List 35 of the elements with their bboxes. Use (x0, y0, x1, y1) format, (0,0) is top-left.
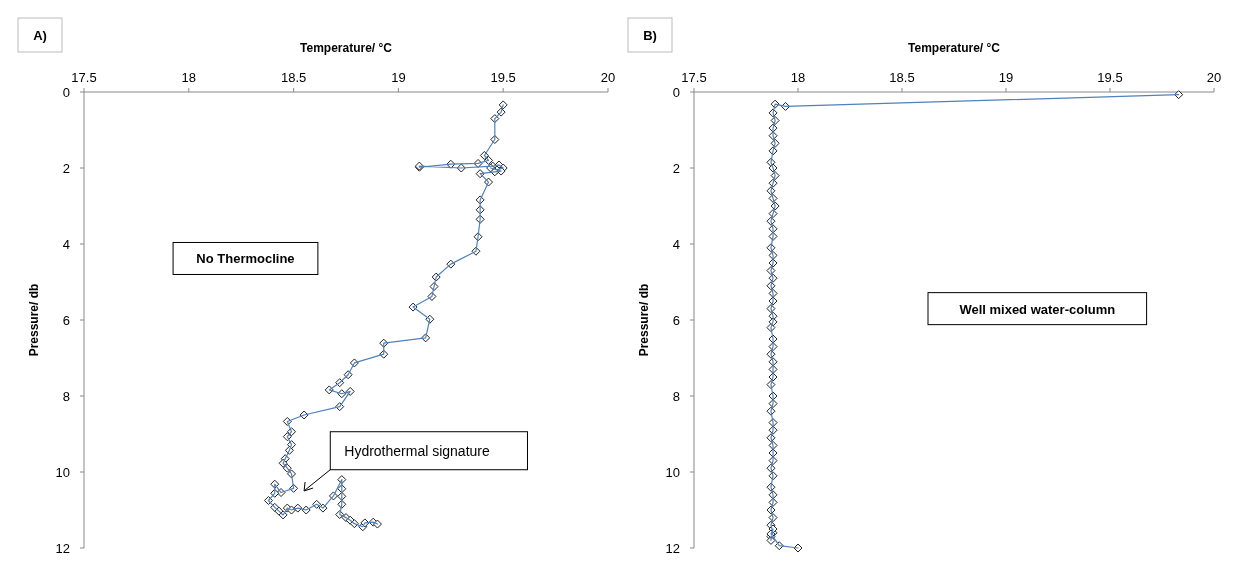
y-tick-label: 6 (672, 313, 680, 328)
y-tick-label: 4 (62, 237, 70, 252)
x-tick-label: 19.5 (1097, 70, 1123, 85)
x-tick-label: 20 (1206, 70, 1222, 85)
y-tick-label: 8 (672, 389, 680, 404)
x-axis-title: Temperature/ °C (300, 41, 393, 55)
y-axis-title: Pressure/ db (27, 283, 41, 357)
x-tick-label: 19 (391, 70, 406, 85)
y-tick-label: 0 (62, 85, 70, 100)
y-tick-label: 8 (62, 389, 70, 404)
y-tick-label: 4 (672, 237, 680, 252)
annotation: Well mixed water-column (959, 301, 1116, 317)
x-tick-label: 18.5 (280, 70, 307, 85)
y-tick-label: 10 (55, 465, 70, 480)
chart-title: B) (643, 28, 657, 43)
x-tick-label: 19.5 (490, 70, 516, 85)
x-tick-label: 17.5 (71, 70, 97, 85)
annotation: No Thermocline (196, 251, 295, 267)
y-axis-title: Pressure/ db (637, 283, 651, 357)
x-tick-label: 18 (181, 70, 197, 85)
x-tick-label: 20 (600, 70, 616, 85)
y-tick-label: 2 (62, 161, 70, 176)
chart-title: A) (33, 28, 47, 43)
y-tick-label: 12 (665, 541, 680, 556)
x-tick-label: 18.5 (889, 70, 915, 85)
annotation: Hydrothermal signature (344, 442, 490, 459)
y-tick-label: 6 (62, 313, 70, 328)
x-tick-label: 17.5 (681, 70, 707, 85)
y-tick-label: 2 (672, 161, 680, 176)
x-tick-label: 18 (790, 70, 806, 85)
x-tick-label: 19 (998, 70, 1014, 85)
y-tick-label: 12 (55, 541, 70, 556)
y-tick-label: 0 (672, 85, 680, 100)
y-tick-label: 10 (665, 465, 680, 480)
x-axis-title: Temperature/ °C (908, 41, 1001, 55)
